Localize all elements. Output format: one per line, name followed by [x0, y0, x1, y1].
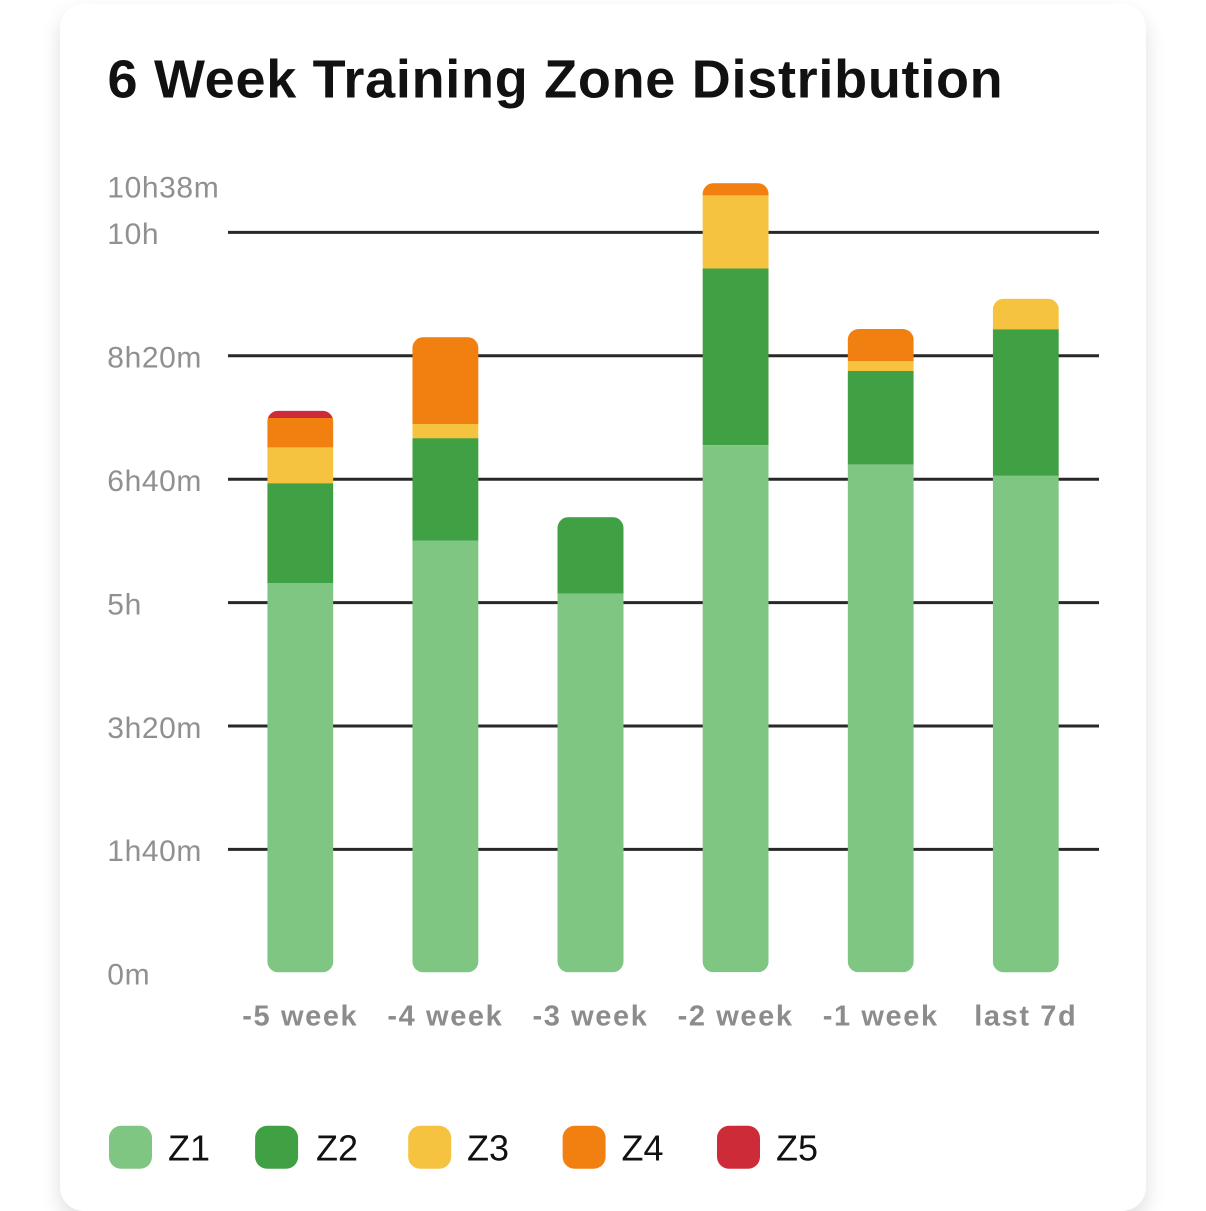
svg-text:-2 week: -2 week [678, 1001, 794, 1033]
svg-text:5h: 5h [107, 588, 142, 621]
svg-text:1h40m: 1h40m [107, 835, 202, 868]
svg-text:3h20m: 3h20m [107, 712, 202, 745]
svg-text:Z3: Z3 [467, 1127, 509, 1168]
svg-text:Z4: Z4 [622, 1127, 664, 1168]
svg-text:-3 week: -3 week [533, 1001, 649, 1033]
svg-text:10h38m: 10h38m [107, 172, 219, 205]
svg-text:last 7d: last 7d [974, 1001, 1077, 1033]
svg-text:-5 week: -5 week [242, 1001, 358, 1033]
svg-text:6 Week Training Zone Distribut: 6 Week Training Zone Distribution [108, 50, 1004, 110]
svg-text:Z1: Z1 [168, 1127, 210, 1168]
svg-text:Z2: Z2 [316, 1127, 358, 1168]
svg-text:10h: 10h [107, 218, 159, 251]
svg-text:-1 week: -1 week [823, 1001, 939, 1033]
svg-text:6h40m: 6h40m [107, 465, 202, 498]
svg-text:8h20m: 8h20m [107, 342, 202, 375]
svg-text:Z5: Z5 [776, 1127, 818, 1168]
svg-text:-4 week: -4 week [387, 1001, 503, 1033]
svg-text:0m: 0m [107, 959, 150, 992]
